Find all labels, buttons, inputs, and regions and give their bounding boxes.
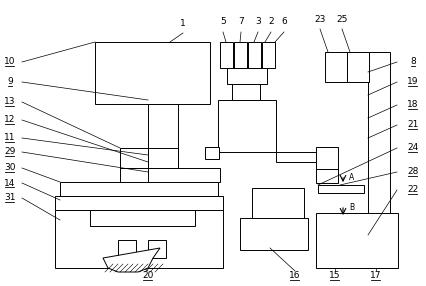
Bar [55, 196, 222, 210]
Bar [55, 210, 222, 268]
Bar [315, 147, 337, 169]
Text: 31: 31 [4, 194, 16, 202]
Text: 8: 8 [409, 57, 415, 67]
Bar [324, 52, 346, 82]
Text: A: A [348, 174, 354, 182]
Text: 22: 22 [406, 186, 417, 194]
Bar [219, 42, 233, 68]
Bar [120, 168, 150, 182]
Text: 7: 7 [238, 17, 243, 27]
Text: 28: 28 [406, 168, 418, 176]
Text: 30: 30 [4, 164, 16, 172]
Text: 24: 24 [406, 144, 417, 152]
Text: 11: 11 [4, 134, 16, 142]
Bar [90, 210, 195, 226]
Bar [227, 68, 266, 84]
Text: 18: 18 [406, 100, 418, 110]
Text: 23: 23 [314, 15, 325, 23]
Text: 9: 9 [7, 78, 13, 86]
Text: 17: 17 [369, 271, 381, 281]
Text: 14: 14 [4, 178, 16, 188]
Bar [148, 104, 178, 189]
Text: 13: 13 [4, 98, 16, 106]
Text: 25: 25 [336, 15, 347, 23]
Text: 20: 20 [142, 271, 153, 281]
Text: 12: 12 [4, 116, 16, 124]
Polygon shape [103, 248, 160, 272]
Text: 5: 5 [220, 17, 225, 27]
Text: 3: 3 [254, 17, 260, 27]
Text: 21: 21 [406, 120, 418, 130]
Bar [275, 152, 315, 162]
Bar [120, 148, 150, 168]
Bar [346, 52, 368, 82]
Bar [248, 42, 260, 68]
Bar [262, 42, 274, 68]
Text: 6: 6 [280, 17, 286, 27]
Bar [251, 188, 303, 218]
Bar [204, 147, 219, 159]
Bar [315, 213, 397, 268]
Text: 19: 19 [406, 78, 418, 86]
Bar [317, 185, 363, 193]
Text: 16: 16 [288, 271, 300, 281]
Bar [315, 169, 337, 183]
Text: 1: 1 [180, 19, 185, 27]
Bar [60, 182, 218, 196]
Bar [95, 42, 210, 104]
Text: 29: 29 [4, 148, 16, 156]
Bar [239, 218, 307, 250]
Bar [218, 100, 275, 152]
Bar [148, 168, 219, 182]
Text: 15: 15 [328, 271, 340, 281]
Bar [118, 240, 136, 258]
Bar [367, 52, 389, 250]
Text: 10: 10 [4, 57, 16, 67]
Bar [148, 148, 178, 168]
Text: B: B [348, 204, 353, 212]
Bar [148, 240, 166, 258]
Bar [231, 84, 259, 100]
Text: 2: 2 [268, 17, 273, 27]
Bar [233, 42, 246, 68]
